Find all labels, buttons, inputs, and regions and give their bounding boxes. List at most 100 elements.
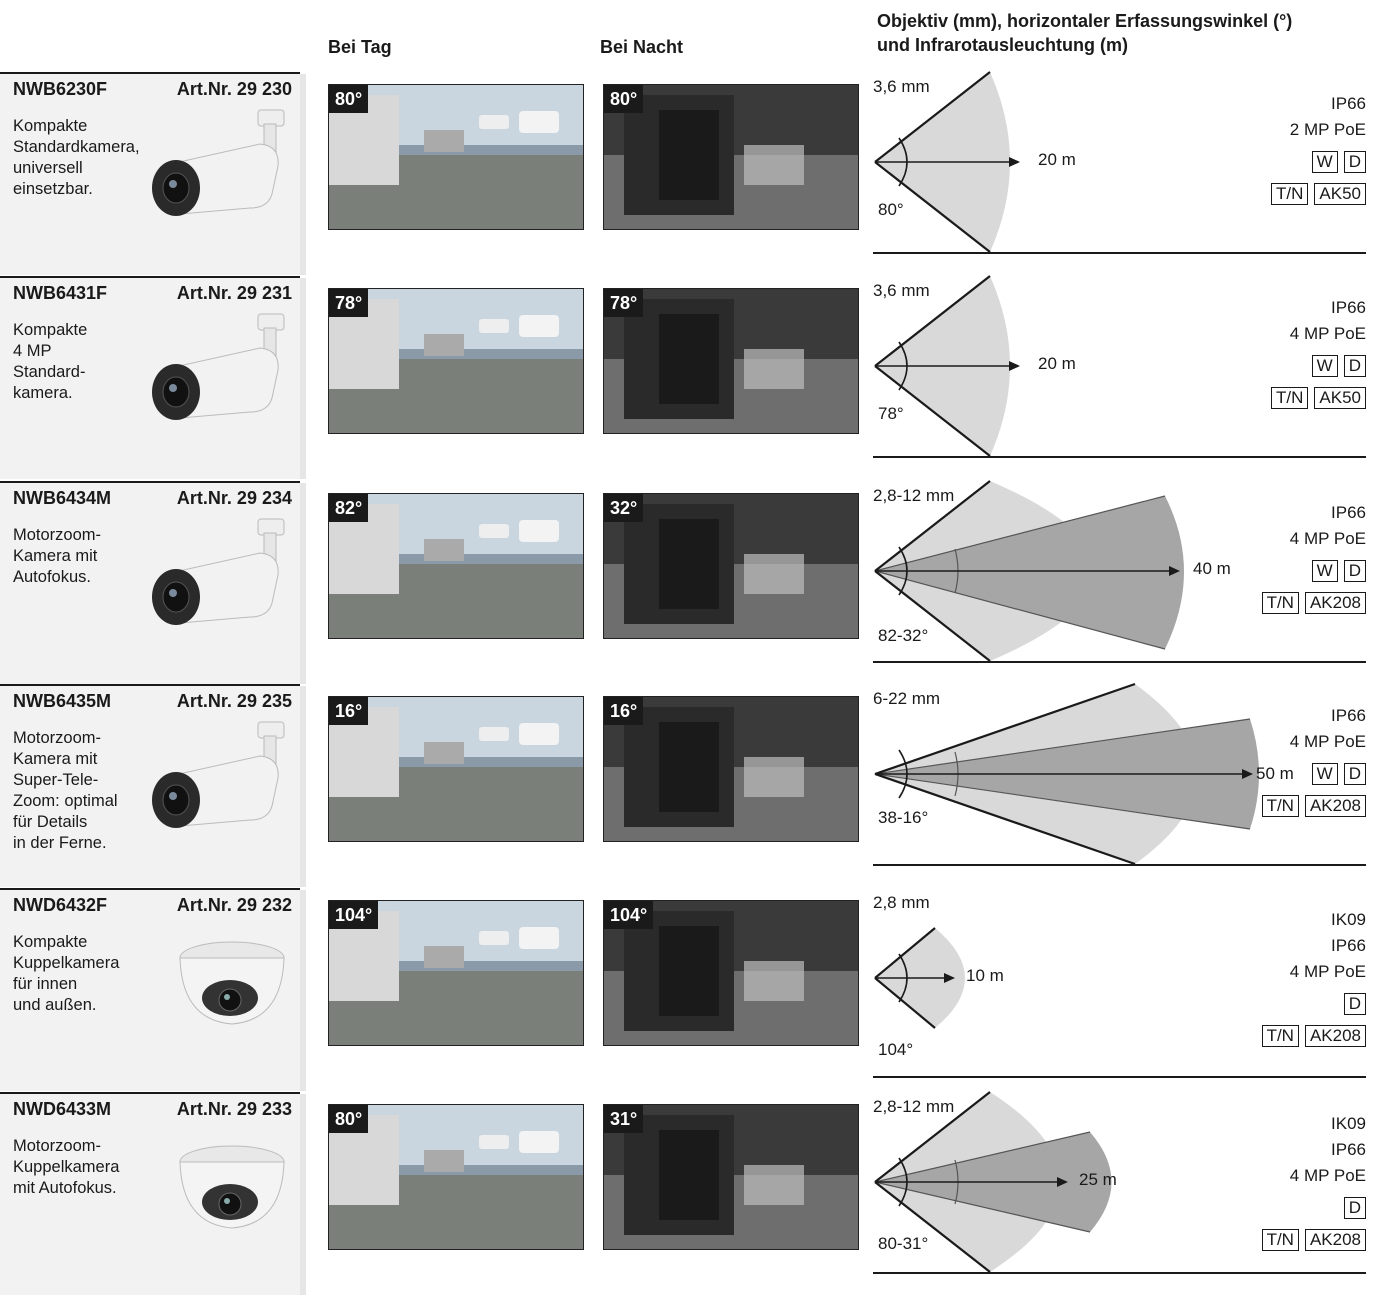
distance-label: 50 m xyxy=(1256,764,1294,783)
feature-box: D xyxy=(1343,560,1366,582)
feature-box: D xyxy=(1343,763,1366,785)
day-photo: 80° xyxy=(328,84,584,230)
row-divider xyxy=(873,1272,1366,1274)
model-name: NWB6230F xyxy=(13,79,108,99)
feature-box-line: D xyxy=(1256,992,1366,1016)
feature-box: AK208 xyxy=(1304,1025,1366,1047)
fan-edge xyxy=(874,71,991,163)
feature-box-line: T/N AK208 xyxy=(1256,1228,1366,1252)
feature-box-line: T/N AK208 xyxy=(1256,794,1366,818)
dome-camera-icon xyxy=(140,920,295,1045)
fan-edge xyxy=(874,682,1136,776)
night-photo: 32° xyxy=(603,493,859,639)
feature-box: D xyxy=(1343,355,1366,377)
lens-label: 2,8-12 mm xyxy=(873,1097,955,1116)
spec-item: 2 MP PoE xyxy=(1289,120,1366,139)
angle-label: 80° xyxy=(878,200,904,219)
product-info: NWB6431F Art.Nr. 29 231 Kompakte 4 MP St… xyxy=(0,276,306,479)
camera-row: NWB6230F Art.Nr. 29 230 Kompakte Standar… xyxy=(0,71,1376,275)
coverage-diagram xyxy=(874,682,1259,866)
feature-box: D xyxy=(1343,1197,1366,1219)
article-number: Art.Nr. 29 232 xyxy=(176,895,292,915)
feature-box: AK208 xyxy=(1304,592,1366,614)
sidebar-edge xyxy=(300,686,306,887)
model-name: NWB6431F xyxy=(13,283,108,303)
night-angle-badge: 78° xyxy=(604,289,644,317)
distance-label: 40 m xyxy=(1193,559,1231,578)
feature-box-line: T/N AK50 xyxy=(1265,386,1366,410)
sidebar-edge xyxy=(300,74,306,275)
feature-box: AK208 xyxy=(1304,1229,1366,1251)
fan-edge xyxy=(874,275,991,367)
bullet-camera-icon xyxy=(140,513,295,638)
day-angle-badge: 16° xyxy=(329,697,369,725)
spec-item: IP66 xyxy=(1331,94,1366,113)
article-number: Art.Nr. 29 234 xyxy=(176,488,292,508)
night-photo: 78° xyxy=(603,288,859,434)
product-info: NWB6434M Art.Nr. 29 234 Motorzoom- Kamer… xyxy=(0,481,306,684)
day-photo-1 xyxy=(329,289,583,433)
night-angle-badge: 80° xyxy=(604,85,644,113)
dome-camera-icon xyxy=(140,1124,295,1249)
fan-edge xyxy=(874,977,936,1029)
arrow-head xyxy=(1057,1177,1068,1187)
header-day: Bei Tag xyxy=(328,37,392,57)
fan-edge xyxy=(874,570,991,662)
fan-edge xyxy=(874,480,991,572)
feature-box: AK50 xyxy=(1314,387,1366,409)
spec-list: IP66 4 MP PoE W D T/N AK50 xyxy=(1265,296,1366,412)
spec-item: IK09 xyxy=(1331,1114,1366,1133)
night-angle-badge: 104° xyxy=(604,901,654,929)
distance-label: 10 m xyxy=(966,966,1004,985)
night-photo-1 xyxy=(604,289,858,433)
spec-item: 4 MP PoE xyxy=(1289,324,1366,343)
feature-box-line: T/N AK50 xyxy=(1265,182,1366,206)
product-info: NWD6432F Art.Nr. 29 232 Kompakte Kuppelk… xyxy=(0,888,306,1091)
angle-label: 104° xyxy=(878,1040,914,1059)
fan-edge xyxy=(874,772,1136,866)
header-lens-line2: und Infrarotausleuchtung (m) xyxy=(877,35,1128,55)
lens-label: 3,6 mm xyxy=(873,77,930,96)
feature-box: T/N xyxy=(1271,387,1309,409)
night-photo-3 xyxy=(604,697,858,841)
feature-box: T/N xyxy=(1271,183,1309,205)
spec-list: IP66 4 MP PoE W D T/N AK208 xyxy=(1256,501,1366,617)
lens-label: 3,6 mm xyxy=(873,281,930,300)
night-photo-4 xyxy=(604,901,858,1045)
feature-box: W xyxy=(1311,151,1338,173)
product-description: Motorzoom- Kamera mit Autofokus. xyxy=(13,526,102,586)
bullet-camera-icon xyxy=(140,104,295,229)
night-angle-badge: 31° xyxy=(604,1105,644,1133)
sidebar-edge xyxy=(300,278,306,479)
arrow-head xyxy=(1009,157,1020,167)
camera-row: NWD6432F Art.Nr. 29 232 Kompakte Kuppelk… xyxy=(0,888,1376,1091)
fan-edge xyxy=(874,927,936,979)
day-photo: 104° xyxy=(328,900,584,1046)
day-angle-badge: 78° xyxy=(329,289,369,317)
arrow-head xyxy=(1169,566,1180,576)
product-info: NWB6435M Art.Nr. 29 235 Motorzoom- Kamer… xyxy=(0,684,306,887)
fan-edge xyxy=(874,161,991,253)
product-description: Kompakte 4 MP Standard- kamera. xyxy=(13,321,88,402)
model-name: NWD6433M xyxy=(13,1099,112,1119)
night-angle-badge: 16° xyxy=(604,697,644,725)
model-name: NWB6435M xyxy=(13,691,112,711)
spec-item: IP66 xyxy=(1331,1140,1366,1159)
night-photo-0 xyxy=(604,85,858,229)
feature-box: T/N xyxy=(1261,795,1299,817)
night-angle-badge: 32° xyxy=(604,494,644,522)
header-lens-line1: Objektiv (mm), horizontaler Erfassungswi… xyxy=(877,11,1293,31)
camera-row: NWB6434M Art.Nr. 29 234 Motorzoom- Kamer… xyxy=(0,480,1376,684)
product-info: NWD6433M Art.Nr. 29 233 Motorzoom- Kuppe… xyxy=(0,1092,306,1295)
coverage-diagram xyxy=(874,1091,1112,1273)
spec-item: IP66 xyxy=(1331,706,1366,725)
fan-edge xyxy=(874,1131,1091,1183)
fan-edge xyxy=(874,495,1166,572)
camera-row: NWB6435M Art.Nr. 29 235 Motorzoom- Kamer… xyxy=(0,682,1376,887)
coverage-diagram xyxy=(874,927,965,1029)
spec-list: IK09 IP66 4 MP PoE D T/N AK208 xyxy=(1256,1112,1366,1254)
arrow-head xyxy=(944,973,955,983)
